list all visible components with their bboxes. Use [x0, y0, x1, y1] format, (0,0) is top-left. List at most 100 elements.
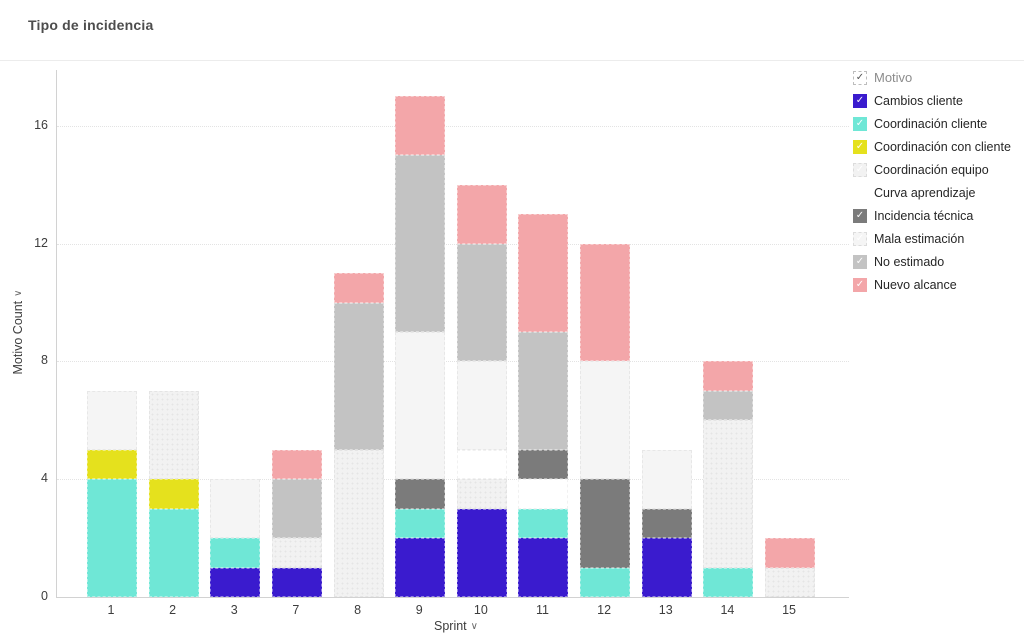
bar-segment[interactable] [395, 331, 446, 480]
x-tick-label: 9 [415, 603, 423, 617]
bar-sprint-9 [395, 70, 446, 597]
bar-sprint-2 [148, 70, 199, 597]
legend-swatch: ✓ [853, 208, 867, 223]
legend-header[interactable]: ✓ Motivo [853, 66, 1011, 89]
bar-segment[interactable] [580, 361, 631, 480]
legend-item[interactable]: ✓ Cambios cliente [853, 89, 1011, 112]
bar-sprint-11 [518, 70, 569, 597]
bar-segment[interactable] [765, 567, 816, 597]
bar-segment[interactable] [703, 567, 754, 597]
x-tick-label: 8 [354, 603, 362, 617]
x-tick-label: 1 [107, 603, 115, 617]
legend-item[interactable]: ✓ Coordinación equipo [853, 158, 1011, 181]
bar-segment[interactable] [580, 567, 631, 597]
bar-segment[interactable] [87, 479, 137, 597]
x-tick-label: 13 [658, 603, 673, 617]
bar-segment[interactable] [148, 479, 199, 509]
legend-item[interactable]: ✓ Mala estimación [853, 227, 1011, 250]
bar-segment[interactable] [580, 479, 631, 568]
legend-header-label: Motivo [874, 70, 913, 85]
bar-segment[interactable] [456, 508, 507, 597]
bar-segment[interactable] [271, 567, 322, 597]
bar-segment[interactable] [333, 302, 384, 450]
check-icon: ✓ [855, 140, 865, 152]
check-icon: ✓ [855, 117, 865, 129]
bar-segment[interactable] [456, 184, 507, 244]
check-icon: ✓ [855, 163, 865, 175]
bar-segment[interactable] [703, 420, 754, 568]
gridline [57, 125, 849, 127]
gridline [57, 361, 849, 363]
legend-item[interactable]: ✓ Coordinación cliente [853, 112, 1011, 135]
page-title: Tipo de incidencia [28, 17, 154, 33]
bar-segment[interactable] [210, 479, 261, 539]
bar-sprint-1 [87, 70, 137, 597]
legend-item[interactable]: ✓ Nuevo alcance [853, 273, 1011, 296]
bar-sprint-10 [456, 70, 507, 597]
bar-segment[interactable] [395, 538, 446, 597]
legend-item-label: Nuevo alcance [874, 277, 957, 292]
bar-segment[interactable] [518, 508, 569, 539]
bar-segment[interactable] [395, 96, 446, 156]
bar-segment[interactable] [271, 479, 322, 539]
bar-segment[interactable] [703, 390, 754, 421]
bar-segment[interactable] [456, 479, 507, 509]
legend-item[interactable]: ✓ Curva aprendizaje [853, 181, 1011, 204]
legend-item[interactable]: ✓ Coordinación con cliente [853, 135, 1011, 158]
bar-segment[interactable] [703, 361, 754, 391]
bar-segment[interactable] [456, 361, 507, 450]
legend: ✓ Motivo ✓ Cambios cliente ✓ Coordinación c… [853, 66, 1011, 296]
bar-segment[interactable] [456, 449, 507, 480]
bar-segment[interactable] [148, 390, 199, 480]
legend-item-label: Coordinación equipo [874, 162, 989, 177]
x-axis-title-dropdown[interactable]: Sprint ∨ [396, 619, 516, 633]
x-tick-label: 3 [230, 603, 238, 617]
check-icon: ✓ [855, 186, 865, 198]
title-divider [0, 60, 1024, 61]
bar-segment[interactable] [641, 449, 692, 509]
bar-segment[interactable] [395, 508, 446, 539]
bar-segment[interactable] [395, 155, 446, 332]
bar-segment[interactable] [148, 508, 199, 597]
bar-sprint-12 [580, 70, 631, 597]
bar-segment[interactable] [518, 538, 569, 597]
x-tick-label: 12 [597, 603, 612, 617]
bar-segment[interactable] [641, 508, 692, 539]
bar-segment[interactable] [271, 449, 322, 480]
legend-item-label: Mala estimación [874, 231, 965, 246]
bar-segment[interactable] [580, 243, 631, 362]
bar-segment[interactable] [395, 479, 446, 509]
x-tick-label: 15 [782, 603, 796, 617]
bar-segment[interactable] [333, 273, 384, 303]
bar-segment[interactable] [271, 538, 322, 568]
bar-segment[interactable] [210, 567, 261, 597]
check-icon: ✓ [855, 209, 865, 221]
bar-segment[interactable] [333, 449, 384, 597]
legend-item-label: Coordinación cliente [874, 116, 988, 131]
legend-swatch: ✓ [853, 139, 867, 154]
legend-item[interactable]: ✓ Incidencia técnica [853, 204, 1011, 227]
bar-sprint-3 [210, 70, 261, 597]
bar-segment[interactable] [210, 538, 261, 568]
x-tick-label: 11 [535, 603, 549, 617]
bar-segment[interactable] [87, 390, 137, 450]
check-icon: ✓ [855, 71, 865, 83]
bar-segment[interactable] [641, 538, 692, 597]
motivo-checkbox[interactable]: ✓ [853, 70, 867, 85]
y-tick-label: 12 [34, 235, 48, 250]
check-icon: ✓ [855, 278, 865, 290]
bar-segment[interactable] [518, 449, 569, 480]
bar-segment[interactable] [87, 449, 137, 480]
legend-item[interactable]: ✓ No estimado [853, 250, 1011, 273]
bar-segment[interactable] [518, 214, 569, 332]
bar-segment[interactable] [765, 538, 816, 568]
bar-sprint-13 [641, 70, 692, 597]
gridline [57, 479, 849, 481]
check-icon: ✓ [855, 255, 865, 267]
y-tick-label: 8 [41, 353, 48, 368]
legend-item-label: Coordinación con cliente [874, 139, 1011, 154]
bar-segment[interactable] [518, 331, 569, 450]
y-axis-title-dropdown[interactable]: Motivo Count∨ [11, 262, 25, 402]
bar-segment[interactable] [456, 243, 507, 362]
bar-segment[interactable] [518, 479, 569, 509]
